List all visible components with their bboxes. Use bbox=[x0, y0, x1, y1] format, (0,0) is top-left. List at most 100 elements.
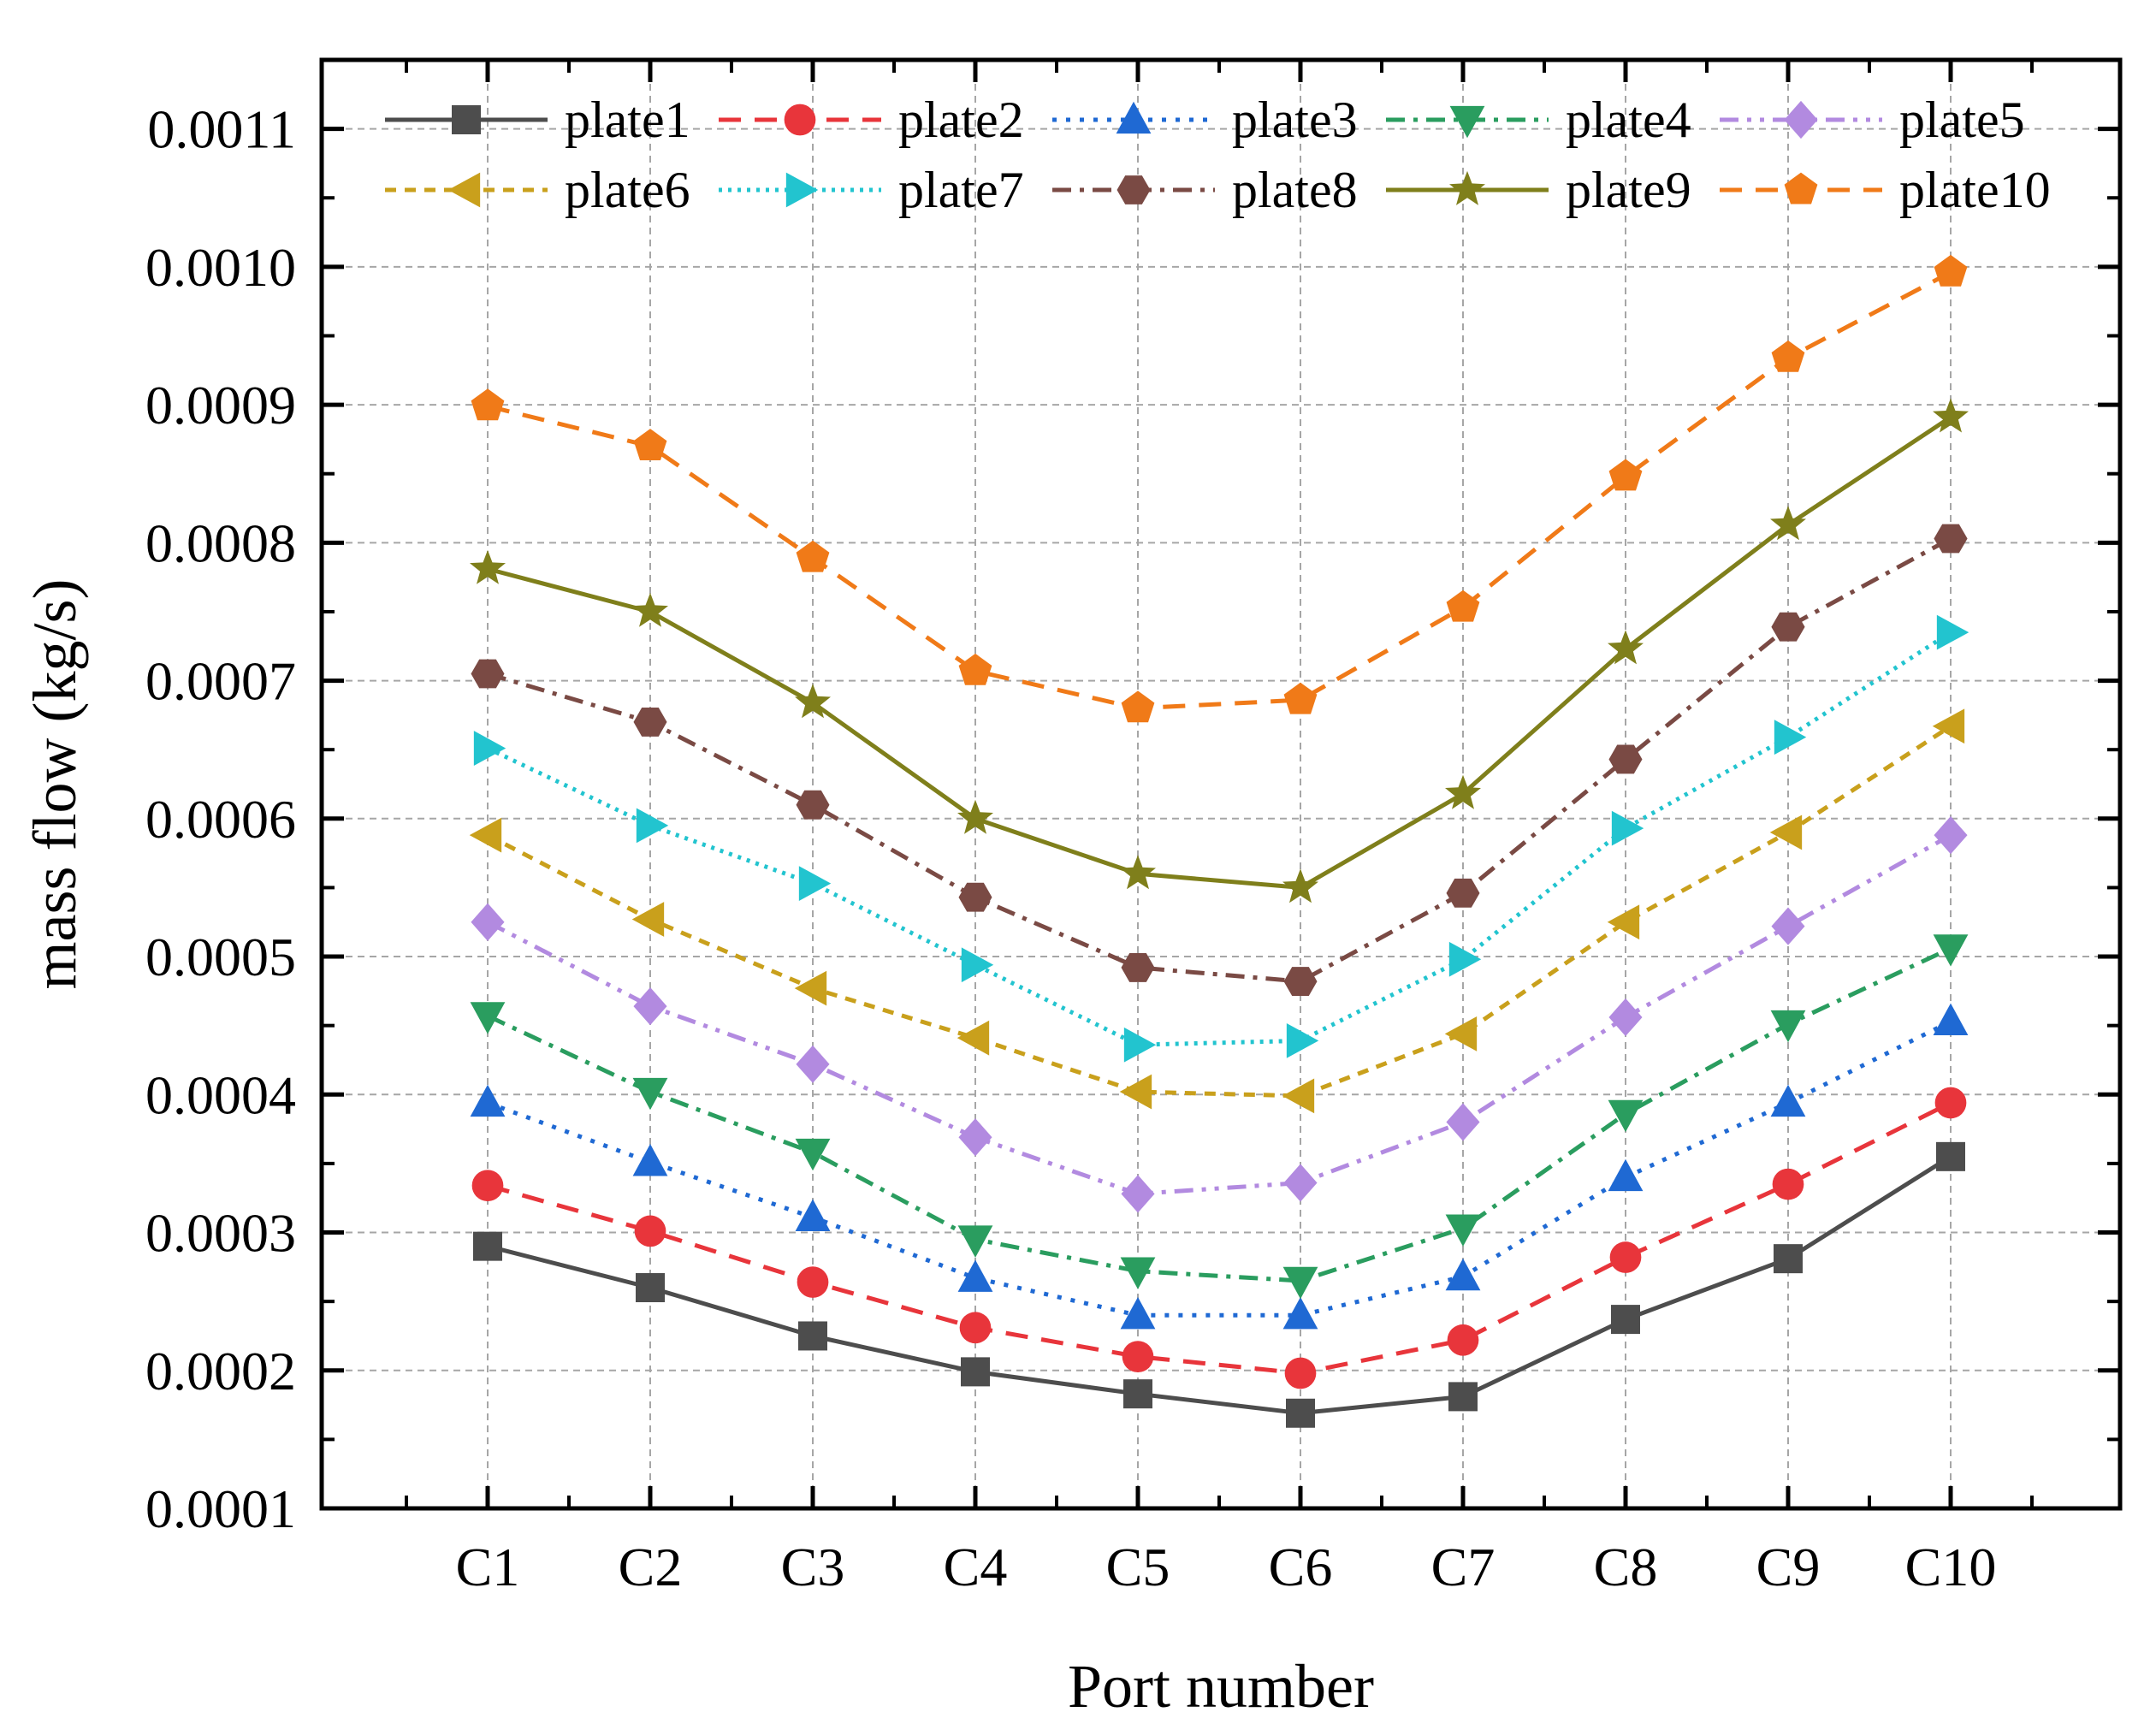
legend-marker-plate3 bbox=[1116, 101, 1152, 134]
series-line-plate4 bbox=[486, 946, 1952, 1283]
y-tick-label: 0.0003 bbox=[145, 1203, 296, 1264]
data-point-plate6-C7 bbox=[1444, 1016, 1478, 1052]
legend-marker-plate9 bbox=[1449, 170, 1485, 205]
data-point-plate6-C4 bbox=[957, 1020, 990, 1056]
data-point-plate8-C8 bbox=[1608, 744, 1643, 774]
data-point-plate7-C3 bbox=[798, 866, 832, 901]
y-tick-label: 0.0004 bbox=[145, 1064, 296, 1125]
data-point-plate3-C4 bbox=[957, 1259, 993, 1292]
x-tick-label: C2 bbox=[619, 1537, 683, 1597]
data-point-plate9-C6 bbox=[1282, 868, 1318, 903]
series-plate8 bbox=[471, 524, 1968, 996]
data-point-plate1-C6 bbox=[1286, 1398, 1315, 1428]
data-point-plate1-C4 bbox=[961, 1357, 990, 1387]
data-point-plate10-C6 bbox=[1283, 682, 1318, 714]
data-point-plate8-C9 bbox=[1771, 612, 1805, 642]
series-line-plate7 bbox=[486, 630, 1952, 1047]
x-tick-label: C5 bbox=[1106, 1537, 1170, 1597]
data-point-plate9-C1 bbox=[470, 549, 506, 584]
y-tick-label: 0.0001 bbox=[145, 1478, 296, 1539]
data-point-plate2-C1 bbox=[471, 1170, 504, 1202]
series-line-plate10 bbox=[487, 270, 1952, 711]
data-point-plate10-C4 bbox=[958, 653, 992, 685]
data-point-plate3-C3 bbox=[795, 1199, 831, 1231]
data-point-plate3-C7 bbox=[1445, 1258, 1481, 1291]
data-point-plate2-C7 bbox=[1447, 1324, 1479, 1356]
series-line-plate9 bbox=[487, 415, 1952, 890]
data-point-plate2-C3 bbox=[797, 1266, 829, 1298]
data-point-plate5-C5 bbox=[1121, 1175, 1155, 1213]
data-point-plate2-C9 bbox=[1772, 1168, 1804, 1200]
data-point-plate5-C2 bbox=[633, 986, 667, 1026]
data-point-plate5-C6 bbox=[1283, 1164, 1318, 1202]
data-point-plate7-C4 bbox=[961, 947, 994, 983]
series-line-plate6 bbox=[486, 724, 1952, 1099]
data-point-plate9-C7 bbox=[1445, 774, 1481, 809]
data-point-plate4-C5 bbox=[1120, 1257, 1156, 1289]
legend-label-plate9: plate9 bbox=[1566, 162, 1691, 218]
series-plate7 bbox=[473, 614, 1969, 1063]
x-tick-label: C8 bbox=[1594, 1537, 1658, 1597]
data-point-plate9-C9 bbox=[1770, 506, 1806, 541]
data-point-plate7-C6 bbox=[1286, 1023, 1319, 1058]
x-axis-title: Port number bbox=[1068, 1652, 1374, 1718]
legend-label-plate7: plate7 bbox=[898, 162, 1024, 218]
series-layer bbox=[469, 254, 1969, 1428]
legend-item-plate1: plate1 bbox=[385, 92, 690, 148]
data-point-plate9-C4 bbox=[957, 799, 993, 834]
data-point-plate4-C10 bbox=[1933, 934, 1969, 967]
data-point-plate5-C8 bbox=[1608, 998, 1643, 1037]
y-tick-label: 0.0010 bbox=[145, 237, 296, 298]
data-point-plate3-C2 bbox=[632, 1144, 668, 1176]
data-point-plate5-C7 bbox=[1446, 1103, 1480, 1141]
x-tick-label: C6 bbox=[1269, 1537, 1333, 1597]
x-tick-label: C10 bbox=[1905, 1537, 1997, 1597]
data-point-plate10-C5 bbox=[1121, 690, 1155, 723]
data-point-plate7-C7 bbox=[1448, 941, 1482, 977]
legend-label-plate8: plate8 bbox=[1232, 162, 1358, 218]
y-tick-label: 0.0006 bbox=[145, 789, 296, 850]
series-plate3 bbox=[470, 1003, 1969, 1330]
legend-marker-plate1 bbox=[452, 105, 481, 134]
legend-label-plate3: plate3 bbox=[1232, 92, 1358, 148]
data-point-plate4-C1 bbox=[470, 1002, 506, 1034]
legend-marker-plate2 bbox=[784, 104, 816, 136]
data-point-plate3-C10 bbox=[1933, 1003, 1969, 1035]
series-line-plate2 bbox=[487, 1100, 1952, 1376]
legend-item-plate6: plate6 bbox=[385, 162, 690, 218]
data-point-plate6-C10 bbox=[1932, 708, 1965, 744]
data-point-plate8-C6 bbox=[1283, 967, 1318, 996]
data-point-plate6-C2 bbox=[631, 902, 665, 937]
series-line-plate5 bbox=[486, 833, 1952, 1196]
legend-label-plate5: plate5 bbox=[1899, 92, 2025, 148]
legend-item-plate3: plate3 bbox=[1052, 92, 1358, 148]
x-tick-label: C3 bbox=[781, 1537, 845, 1597]
legend-item-plate2: plate2 bbox=[719, 92, 1024, 148]
data-point-plate2-C5 bbox=[1122, 1341, 1154, 1372]
data-point-plate7-C5 bbox=[1123, 1027, 1157, 1063]
data-point-plate8-C3 bbox=[796, 790, 830, 820]
x-tick-label: C9 bbox=[1756, 1537, 1821, 1597]
x-tick-label: C4 bbox=[944, 1537, 1008, 1597]
data-point-plate10-C10 bbox=[1934, 254, 1968, 287]
data-point-plate6-C5 bbox=[1119, 1074, 1152, 1110]
legend-marker-plate5 bbox=[1784, 100, 1818, 139]
data-point-plate6-C6 bbox=[1282, 1078, 1315, 1114]
series-plate2 bbox=[471, 1087, 1967, 1389]
data-point-plate2-C2 bbox=[634, 1215, 666, 1247]
data-point-plate3-C9 bbox=[1770, 1084, 1806, 1117]
series-plate4 bbox=[470, 934, 1969, 1300]
legend-item-plate5: plate5 bbox=[1720, 92, 2025, 148]
data-point-plate9-C10 bbox=[1933, 398, 1969, 433]
data-point-plate9-C3 bbox=[795, 684, 831, 719]
series-line-plate1 bbox=[487, 1154, 1952, 1416]
legend-item-plate9: plate9 bbox=[1386, 162, 1691, 218]
legend-marker-plate4 bbox=[1449, 105, 1485, 139]
data-point-plate5-C9 bbox=[1771, 907, 1805, 945]
data-point-plate2-C4 bbox=[959, 1312, 992, 1344]
series-plate5 bbox=[471, 816, 1968, 1213]
data-point-plate10-C9 bbox=[1771, 340, 1805, 372]
data-point-plate1-C1 bbox=[473, 1231, 502, 1261]
series-plate1 bbox=[473, 1141, 1965, 1428]
